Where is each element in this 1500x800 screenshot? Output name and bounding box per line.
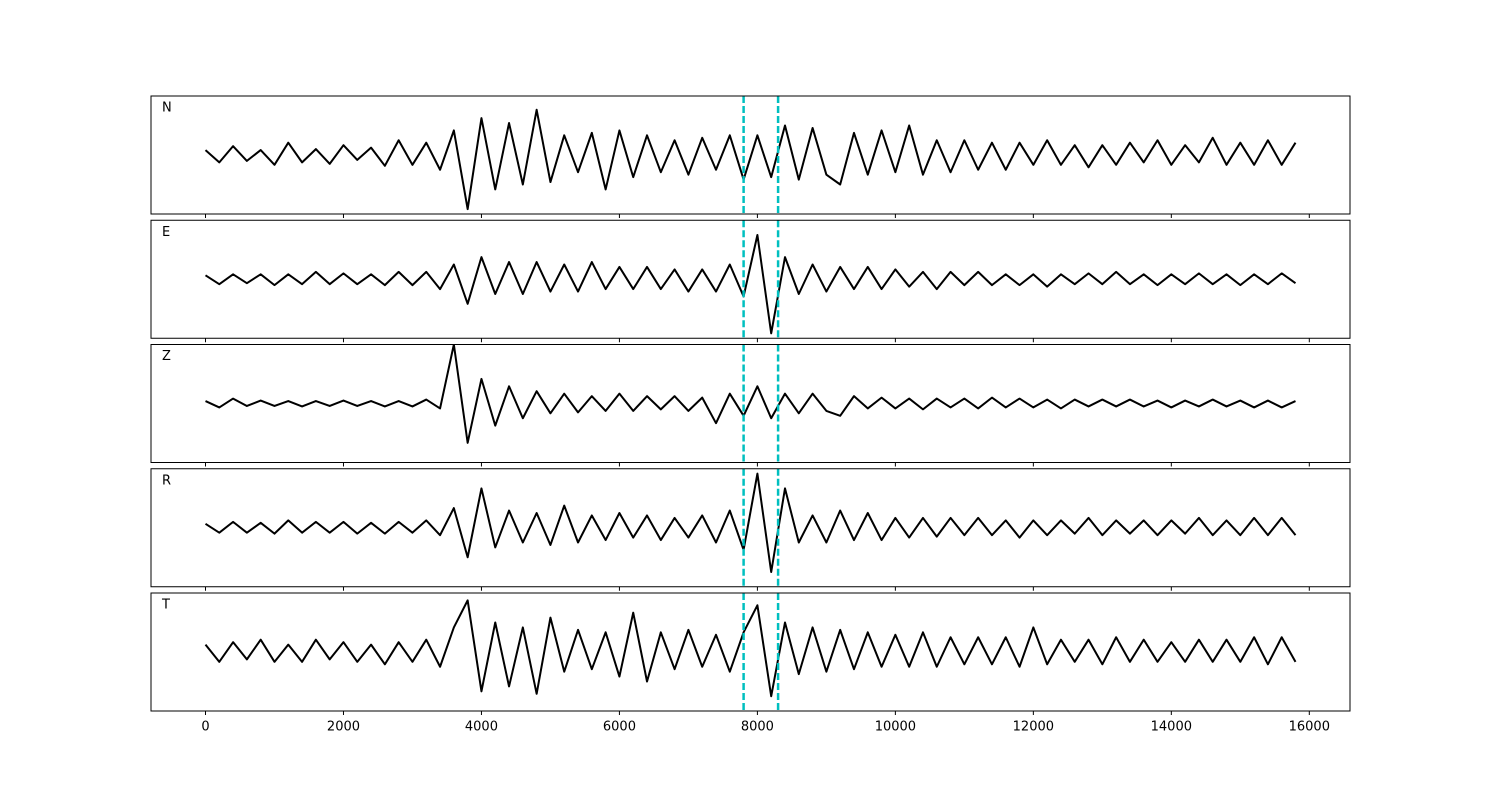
panel-frame (150, 592, 1351, 712)
trace (205, 344, 1296, 444)
trace (204, 599, 1297, 698)
trace-label: N (162, 101, 172, 116)
trace-label: Z (162, 349, 171, 364)
x-tick-label: 6000 (603, 720, 636, 735)
x-tick-label: 2000 (327, 720, 360, 735)
panel-frame (150, 468, 1351, 588)
trace-label: R (162, 473, 171, 488)
panel-frame (150, 219, 1351, 339)
panel-frame (150, 95, 1351, 215)
x-tick-label: 8000 (741, 720, 774, 735)
x-tick-label: 14000 (1151, 720, 1192, 735)
x-tick-label: 12000 (1013, 720, 1054, 735)
x-tick-label: 16000 (1289, 720, 1330, 735)
panel-frame (150, 344, 1351, 463)
trace-label: E (162, 225, 170, 240)
x-tick-label: 0 (201, 720, 209, 735)
trace-label: T (161, 598, 170, 613)
x-tick-label: 10000 (875, 720, 916, 735)
trace (204, 472, 1297, 573)
trace (204, 108, 1297, 211)
x-tick-label: 4000 (465, 720, 498, 735)
trace (204, 234, 1297, 335)
